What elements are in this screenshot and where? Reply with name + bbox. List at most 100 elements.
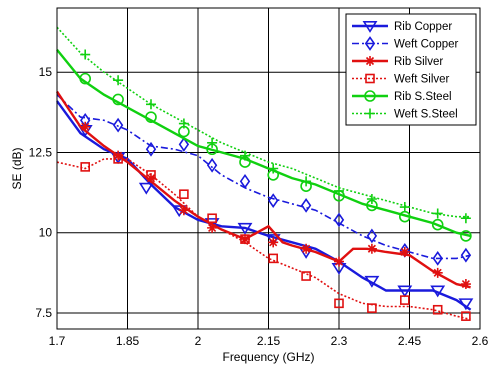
y-tick-label: 12.5 (29, 145, 53, 159)
data-point (432, 208, 443, 219)
data-point (333, 212, 345, 228)
data-point (179, 189, 189, 199)
data-point (178, 205, 189, 216)
data-point (399, 246, 410, 257)
data-point (268, 193, 279, 208)
x-tick-label: 2.15 (257, 334, 281, 348)
y-axis-label: SE (dB) (10, 147, 24, 189)
y-tick-label: 10 (39, 226, 53, 240)
data-point (207, 213, 217, 224)
data-point (461, 311, 471, 321)
data-point (240, 234, 250, 244)
legend-item: Rib Silver (352, 56, 443, 68)
data-point (80, 162, 90, 172)
data-point (364, 275, 380, 288)
data-point (268, 237, 279, 248)
data-point (458, 298, 474, 311)
data-point (207, 222, 218, 233)
tick-labels: 1.7 1.85 2 2.15 2.3 2.45 2.6 7.5 10 12.5 15 (29, 65, 489, 348)
data-point (145, 111, 157, 123)
series-line (56, 100, 472, 311)
data-point (112, 93, 124, 106)
data-point (460, 213, 471, 224)
data-point (334, 256, 344, 267)
legend-item: Rib Copper (352, 20, 452, 33)
series-weft-silver (56, 154, 471, 321)
x-tick-label: 2.3 (331, 334, 348, 348)
data-point (366, 243, 377, 254)
data-point (80, 121, 91, 132)
x-tick-label: 1.7 (49, 334, 66, 348)
data-point (301, 243, 312, 254)
y-tick-label: 7.5 (35, 306, 52, 320)
data-point (240, 150, 250, 161)
data-point (431, 218, 444, 231)
data-point (460, 247, 472, 263)
x-tick-label: 1.85 (116, 334, 140, 348)
data-point (365, 56, 375, 66)
plot-frame (56, 7, 481, 330)
legend-label: Rib Silver (394, 56, 443, 68)
data-point (432, 267, 443, 278)
series-layer (56, 26, 474, 321)
data-point (268, 163, 279, 174)
x-axis-label: Frequency (GHz) (222, 350, 314, 364)
legend-label: Weft Copper (394, 39, 459, 51)
data-point (301, 271, 311, 281)
legend-label: Rib S.Steel (394, 91, 452, 103)
x-tick-label: 2.6 (472, 334, 489, 348)
data-point (178, 137, 190, 152)
data-point (365, 73, 375, 84)
legend-label: Weft S.Steel (394, 109, 458, 121)
data-point (460, 279, 471, 290)
data-point (366, 228, 378, 244)
data-point (364, 90, 376, 102)
legend-box (345, 13, 477, 126)
data-point (432, 250, 443, 266)
series-line (56, 158, 471, 321)
data-point (399, 295, 410, 305)
data-point (268, 253, 279, 264)
data-point (334, 185, 344, 196)
data-point (432, 304, 443, 315)
x-tick-label: 2.45 (398, 334, 422, 348)
data-point (207, 137, 218, 148)
data-point (146, 170, 156, 180)
data-point (80, 49, 91, 60)
legend-label: Rib Copper (394, 21, 452, 33)
data-point (206, 157, 218, 173)
data-point (334, 298, 344, 309)
data-point (145, 141, 157, 157)
data-point (146, 99, 156, 110)
data-point (365, 108, 375, 119)
data-point (301, 176, 312, 187)
data-point (138, 182, 154, 195)
data-point (397, 285, 413, 298)
data-point (113, 154, 123, 164)
legend-item: Rib S.Steel (352, 90, 452, 103)
legend: Rib Copper Weft Copper Rib Silver Weft Silv… (345, 13, 477, 126)
series-weft-s-steel (56, 26, 471, 224)
legend-item: Weft S.Steel (352, 108, 458, 121)
data-point (300, 198, 312, 213)
legend-item: Weft Silver (352, 74, 450, 86)
data-point (366, 193, 377, 204)
data-point (367, 303, 377, 313)
legend-item: Weft Copper (352, 36, 459, 51)
data-point (112, 117, 124, 133)
data-point (113, 75, 124, 86)
data-point (430, 285, 446, 298)
y-tick-label: 15 (39, 65, 53, 79)
data-point (460, 230, 472, 242)
data-point (399, 202, 410, 213)
data-point (237, 222, 253, 235)
data-point (240, 234, 250, 245)
x-tick-label: 2 (195, 334, 202, 348)
data-point (364, 36, 376, 51)
legend-label: Weft Silver (394, 74, 450, 86)
data-point (79, 72, 91, 85)
data-point (178, 118, 189, 129)
data-point (362, 20, 378, 33)
data-point (239, 173, 251, 189)
